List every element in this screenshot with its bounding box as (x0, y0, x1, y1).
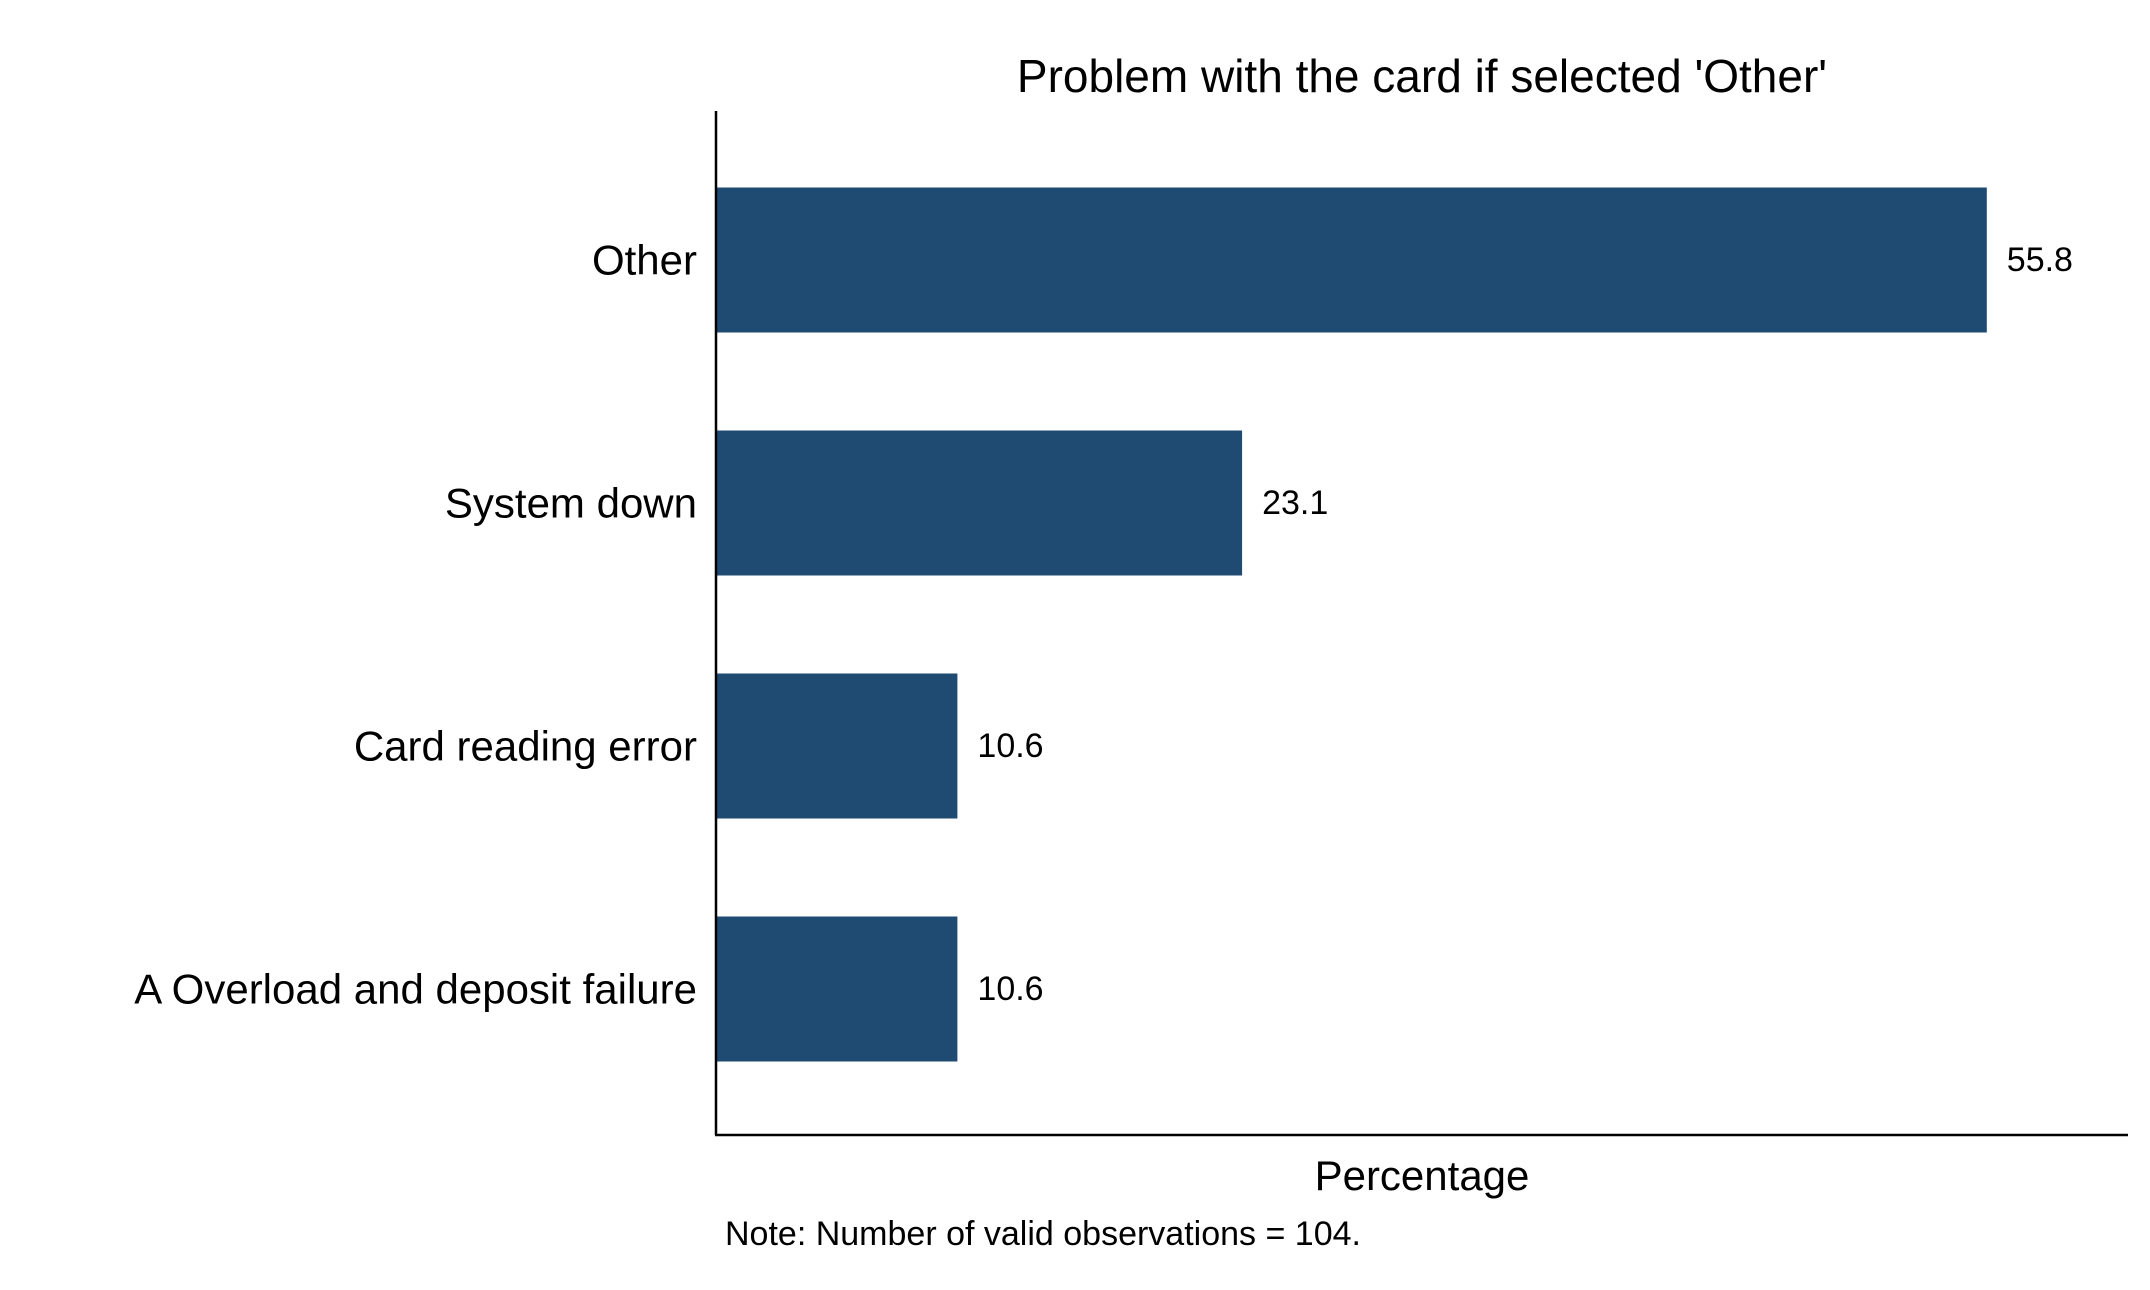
value-label-0: 55.8 (2007, 241, 2073, 279)
value-label-1: 23.1 (1262, 484, 1328, 522)
category-label-0: Other (592, 237, 697, 284)
value-label-2: 10.6 (977, 727, 1043, 765)
bar-3 (716, 917, 957, 1062)
observations-note: Note: Number of valid observations = 104… (725, 1215, 1361, 1253)
category-labels: Other System down Card reading error A Over… (134, 237, 697, 1013)
bar-2 (716, 674, 957, 819)
bar-1 (716, 431, 1242, 576)
category-label-1: System down (445, 480, 697, 527)
value-labels: 55.8 23.1 10.6 10.6 (977, 241, 2073, 1008)
chart-title: Problem with the card if selected 'Other… (1017, 50, 1827, 102)
bar-0 (716, 188, 1987, 333)
bars-group (716, 188, 1987, 1062)
category-label-3: A Overload and deposit failure (134, 966, 697, 1013)
category-label-2: Card reading error (354, 723, 697, 770)
value-label-3: 10.6 (977, 970, 1043, 1008)
x-axis-title: Percentage (1315, 1152, 1530, 1199)
